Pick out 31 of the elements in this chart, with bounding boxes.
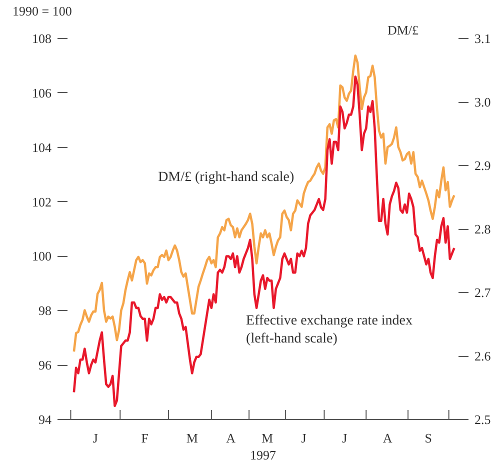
y2-tick-label: 2.9: [474, 158, 491, 173]
line-series: [72, 54, 456, 353]
y2-tick-label: 2.8: [474, 222, 491, 236]
x-tick-label: A: [226, 430, 236, 446]
x-tick-label: J: [301, 430, 306, 446]
x-tick-label: S: [424, 430, 432, 446]
y-tick-label: 104: [32, 140, 52, 155]
y2-tick-label: 2.7: [474, 285, 492, 300]
line-series: [72, 75, 456, 408]
x-tick-label: F: [141, 430, 148, 446]
y2-tick-label: 3.0: [474, 94, 491, 110]
y-tick-label: 102: [32, 194, 52, 210]
y2-axis-title: DM/£: [387, 22, 419, 38]
y-tick-label: 100: [32, 248, 52, 264]
x-tick-label: J: [92, 430, 98, 446]
x-tick-label: M: [186, 430, 198, 446]
y-tick-label: 98: [38, 303, 52, 318]
x-tick-label: M: [262, 430, 274, 446]
series-label: DM/£ (right-hand scale): [158, 170, 294, 185]
y2-tick-label: 2.6: [474, 348, 492, 364]
x-tick-label: A: [382, 430, 393, 446]
y-tick-label: 94: [38, 412, 52, 427]
y-axis-title: 1990 = 100: [12, 4, 72, 18]
x-tick-label: J: [342, 430, 348, 446]
y-tick-label: 96: [38, 358, 52, 373]
series-label: Effective exchange rate index (left-hand scale): [246, 313, 413, 346]
y2-tick-label: 3.1: [474, 31, 491, 46]
y2-tick-label: 2.5: [474, 412, 491, 427]
y-tick-label: 108: [32, 31, 52, 46]
y-tick-label: 106: [32, 85, 52, 100]
x-axis-title: 1997: [250, 448, 276, 462]
